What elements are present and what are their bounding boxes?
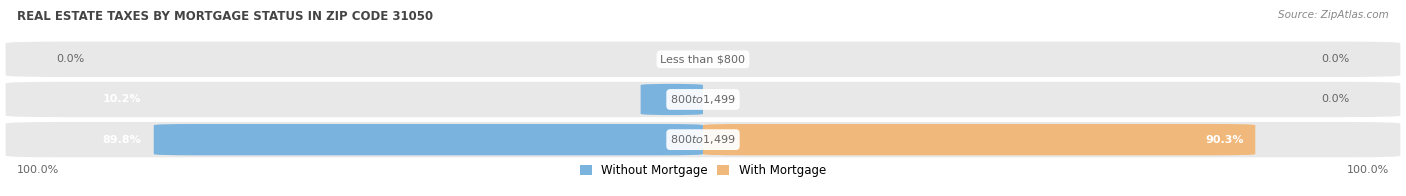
Text: 89.8%: 89.8% [103, 135, 142, 145]
Text: 100.0%: 100.0% [1347, 165, 1389, 175]
Text: Less than $800: Less than $800 [661, 54, 745, 64]
FancyBboxPatch shape [703, 124, 1256, 155]
Text: REAL ESTATE TAXES BY MORTGAGE STATUS IN ZIP CODE 31050: REAL ESTATE TAXES BY MORTGAGE STATUS IN … [17, 10, 433, 23]
Text: 90.3%: 90.3% [1205, 135, 1244, 145]
Text: 100.0%: 100.0% [17, 165, 59, 175]
Text: 0.0%: 0.0% [1322, 94, 1350, 104]
Text: 0.0%: 0.0% [1322, 54, 1350, 64]
Text: Source: ZipAtlas.com: Source: ZipAtlas.com [1278, 10, 1389, 20]
Text: $800 to $1,499: $800 to $1,499 [671, 93, 735, 106]
Text: 10.2%: 10.2% [103, 94, 141, 104]
FancyBboxPatch shape [6, 42, 1400, 77]
FancyBboxPatch shape [6, 82, 1400, 117]
FancyBboxPatch shape [153, 124, 703, 155]
FancyBboxPatch shape [641, 84, 703, 115]
Legend: Without Mortgage, With Mortgage: Without Mortgage, With Mortgage [581, 164, 825, 177]
Text: $800 to $1,499: $800 to $1,499 [671, 133, 735, 146]
Text: 0.0%: 0.0% [56, 54, 84, 64]
FancyBboxPatch shape [6, 122, 1400, 157]
